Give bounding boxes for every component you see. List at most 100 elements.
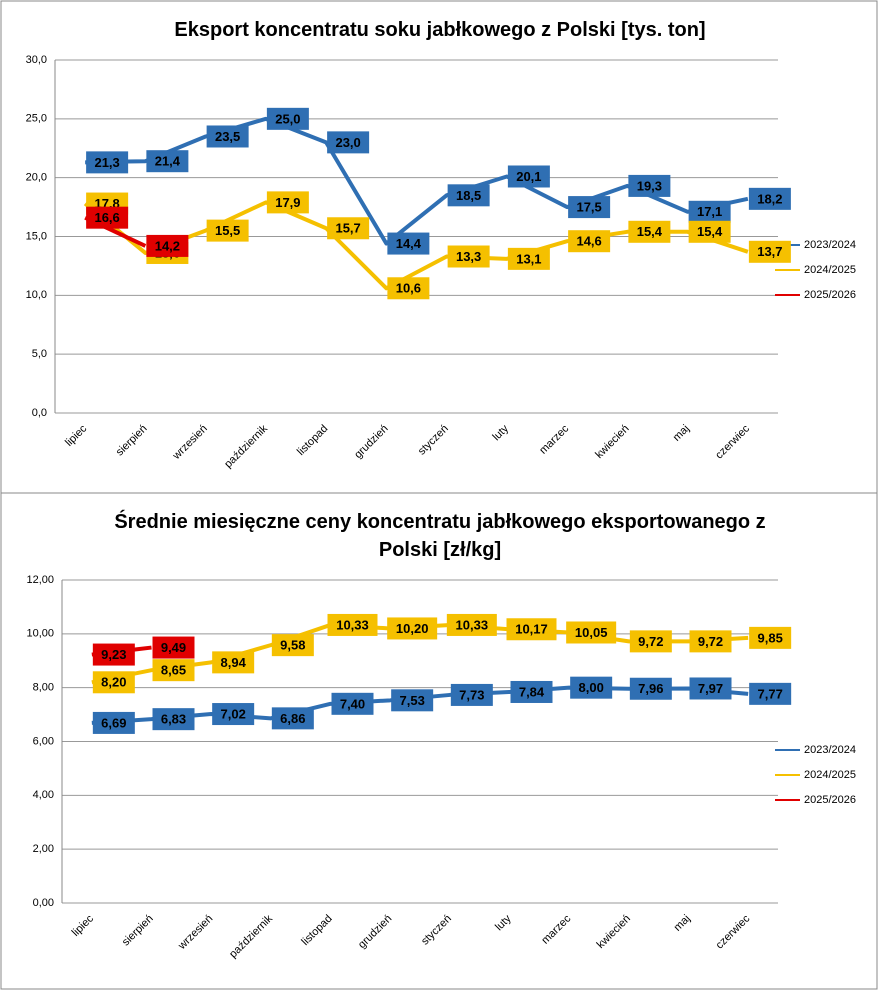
legend-label: 2024/2025 (804, 264, 856, 276)
data-label-box (146, 234, 189, 257)
data-label: 14,4 (396, 236, 422, 251)
data-label-box (629, 630, 672, 653)
data-label-box (266, 107, 309, 130)
data-label-box (327, 217, 370, 240)
legend-label: 2023/2024 (804, 744, 856, 756)
data-label: 15,4 (697, 224, 723, 239)
data-label: 8,00 (579, 680, 604, 695)
data-label-box (266, 191, 309, 214)
data-label: 14,2 (155, 238, 180, 253)
data-label: 10,17 (515, 622, 548, 637)
x-tick-label: lipiec (63, 422, 90, 449)
y-tick-label: 15,0 (26, 230, 47, 242)
data-label-box (506, 618, 557, 641)
data-label: 15,7 (335, 221, 360, 236)
data-label: 9,85 (758, 630, 783, 645)
data-label-box (206, 125, 249, 148)
data-label-box (212, 651, 255, 674)
data-label: 23,0 (335, 135, 360, 150)
y-tick-label: 4,00 (33, 789, 54, 801)
data-label: 25,0 (275, 111, 300, 126)
x-tick-label: czerwiec (713, 422, 752, 461)
data-label: 9,72 (698, 634, 723, 649)
data-label-box (510, 680, 553, 703)
x-tick-label: czerwiec (714, 912, 753, 951)
x-tick-label: kwiecień (595, 913, 633, 951)
data-label-box (749, 682, 792, 705)
y-tick-label: 8,00 (33, 682, 54, 694)
data-label: 6,69 (101, 715, 126, 730)
data-label: 17,5 (576, 200, 601, 215)
data-label-box (447, 245, 490, 268)
y-tick-label: 0,00 (33, 897, 54, 909)
data-label: 21,4 (155, 154, 181, 169)
data-label-box (688, 200, 731, 223)
data-label-box (748, 240, 791, 263)
data-label: 8,65 (161, 663, 186, 678)
data-label-box (206, 219, 249, 242)
data-label: 7,53 (400, 693, 425, 708)
data-label: 8,20 (101, 675, 126, 690)
data-label: 7,02 (221, 706, 246, 721)
data-label-box (152, 659, 195, 682)
data-label: 15,4 (637, 224, 663, 239)
data-label-box (152, 636, 195, 659)
data-label: 18,5 (456, 188, 481, 203)
data-label-box (749, 626, 792, 649)
x-tick-label: lipiec (70, 912, 97, 939)
data-label: 10,33 (456, 617, 489, 632)
data-label-box (507, 165, 550, 188)
chart-frame (0, 0, 878, 494)
chart-title: Eksport koncentratu soku jabłkowego z Po… (174, 19, 706, 41)
x-tick-label: sierpień (120, 913, 156, 949)
data-label: 9,58 (280, 638, 305, 653)
data-label-box (271, 634, 314, 657)
data-label: 13,3 (456, 249, 481, 264)
data-label-box (447, 184, 490, 207)
data-label: 7,97 (698, 681, 723, 696)
data-label-box (391, 689, 434, 712)
data-label: 7,40 (340, 696, 365, 711)
x-tick-label: wrzesień (170, 423, 210, 463)
data-label-box (387, 277, 430, 300)
data-label-box (568, 196, 611, 219)
x-tick-label: marzec (539, 912, 573, 946)
data-label: 7,77 (758, 686, 783, 701)
y-tick-label: 10,00 (26, 628, 54, 640)
y-tick-label: 0,0 (32, 407, 47, 419)
data-label-box (327, 131, 370, 154)
x-tick-label: listopad (295, 423, 330, 458)
data-label: 20,1 (516, 169, 541, 184)
y-tick-label: 6,00 (33, 735, 54, 747)
y-tick-label: 20,0 (26, 172, 47, 184)
y-tick-label: 30,0 (26, 54, 47, 66)
data-label-box (331, 692, 374, 715)
data-label: 8,94 (221, 655, 247, 670)
data-label-box (387, 232, 430, 255)
data-label: 18,2 (757, 191, 782, 206)
data-label-box (570, 676, 613, 699)
x-tick-label: styczeń (416, 423, 451, 458)
data-label-box (86, 206, 129, 229)
legend-label: 2025/2026 (804, 794, 856, 806)
x-tick-label: marzec (537, 422, 571, 456)
data-label-box (566, 621, 617, 644)
x-tick-label: sierpień (114, 423, 150, 459)
data-label-box (629, 677, 672, 700)
data-label: 16,6 (94, 210, 119, 225)
data-label: 21,3 (94, 155, 119, 170)
data-label: 17,1 (697, 204, 722, 219)
x-tick-label: kwiecień (593, 423, 631, 461)
data-label: 9,23 (101, 647, 126, 662)
data-label: 10,20 (396, 621, 429, 636)
chart-frame (0, 492, 878, 990)
x-tick-label: maj (672, 913, 693, 934)
x-tick-label: październik (227, 912, 275, 960)
x-tick-label: grudzień (356, 913, 394, 951)
legend-label: 2023/2024 (804, 239, 856, 251)
data-label: 9,49 (161, 640, 186, 655)
data-label-box (507, 247, 550, 270)
data-label: 6,83 (161, 712, 186, 727)
